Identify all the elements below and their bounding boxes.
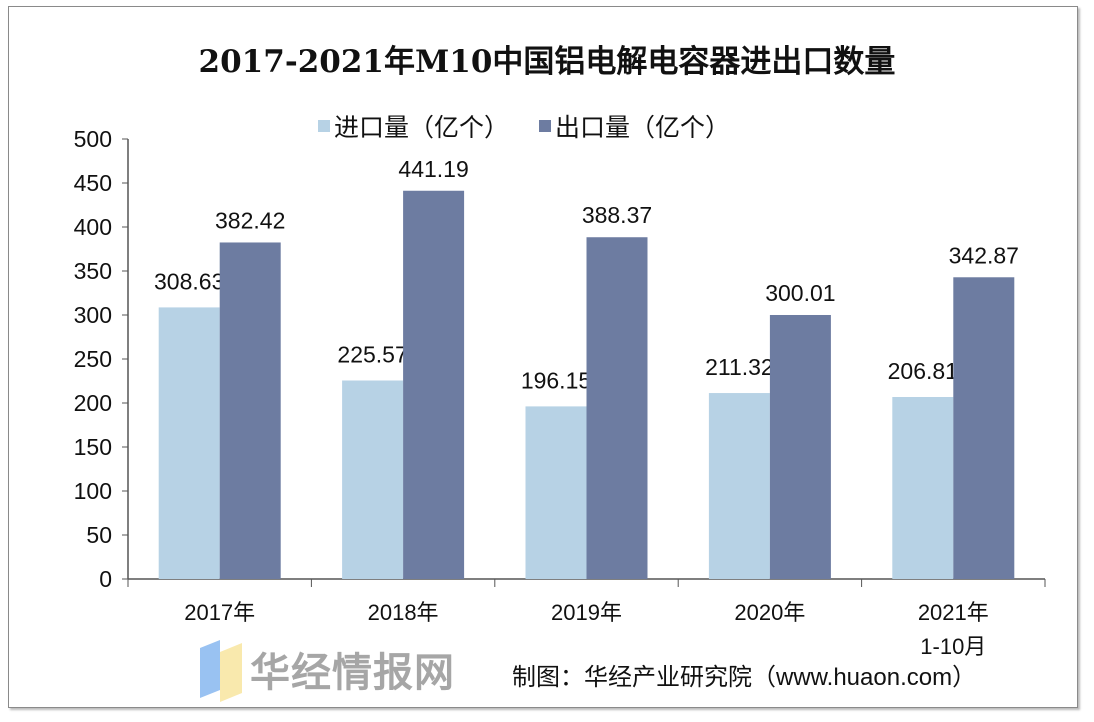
data-label-export: 388.37 — [582, 202, 652, 228]
y-tick-label: 50 — [86, 522, 112, 548]
data-label-import: 211.32 — [705, 354, 774, 380]
bar-import — [708, 393, 770, 579]
legend-label-import: 进口量（亿个） — [334, 114, 510, 142]
legend-item-import: 进口量（亿个） — [318, 108, 509, 144]
bar-import — [525, 406, 587, 579]
legend-swatch-export — [539, 120, 552, 132]
bar-import — [342, 380, 404, 579]
y-tick-label: 500 — [74, 126, 112, 152]
chart-title: 2017-2021年M10中国铝电解电容器进出口数量 — [198, 44, 896, 80]
data-label-import: 206.81 — [888, 358, 958, 384]
bar-import — [892, 397, 954, 579]
data-label-import: 225.57 — [337, 341, 407, 367]
x-tick-label: 2018年 — [368, 600, 439, 625]
bar-export — [769, 314, 831, 579]
data-label-export: 441.19 — [398, 156, 468, 182]
bar-export — [403, 190, 465, 579]
watermark-logo-icon — [200, 640, 242, 702]
legend-swatch-import — [318, 120, 330, 132]
data-label-export: 342.87 — [949, 242, 1019, 268]
y-tick-label: 450 — [74, 170, 112, 196]
y-tick-label: 400 — [74, 214, 112, 240]
y-tick-label: 200 — [74, 390, 112, 416]
y-tick-label: 0 — [99, 566, 112, 592]
watermark-text: 华经情报网 — [250, 651, 455, 695]
bar-export — [953, 277, 1015, 579]
legend-label-export: 出口量（亿个） — [555, 114, 731, 142]
y-tick-label: 250 — [74, 346, 112, 372]
data-label-import: 196.15 — [521, 367, 591, 393]
x-tick-label: 2021年 — [918, 600, 989, 625]
y-tick-label: 100 — [74, 478, 112, 504]
source-note: 制图：华经产业研究院（www.huaon.com） — [512, 664, 977, 691]
y-tick-label: 150 — [74, 434, 112, 460]
x-tick-label: 2017年 — [184, 600, 255, 625]
data-label-import: 308.63 — [154, 268, 224, 294]
data-label-export: 300.01 — [765, 280, 835, 306]
data-label-export: 382.42 — [215, 207, 285, 233]
legend: 进口量（亿个） 出口量（亿个） — [318, 108, 730, 144]
x-tick-label: 1-10月 — [920, 634, 986, 659]
bar-import — [158, 307, 220, 579]
bar-export — [219, 242, 281, 579]
bar-export — [586, 237, 648, 579]
y-tick-label: 350 — [74, 258, 112, 284]
x-tick-label: 2020年 — [734, 600, 805, 625]
y-tick-label: 300 — [74, 302, 112, 328]
x-tick-label: 2019年 — [551, 600, 622, 625]
legend-item-export: 出口量（亿个） — [539, 108, 730, 144]
